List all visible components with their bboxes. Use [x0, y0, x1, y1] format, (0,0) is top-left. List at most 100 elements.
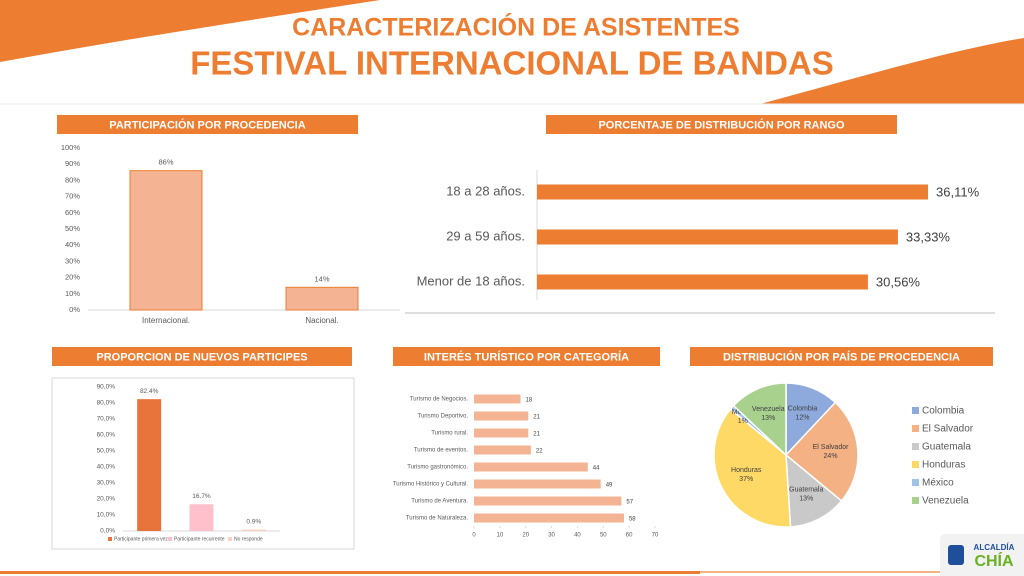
x-tick-label: 40	[574, 533, 581, 539]
bar	[474, 394, 521, 404]
y-tick-label: Menor de 18 años.	[417, 273, 525, 288]
bar	[537, 274, 868, 290]
logo-backdrop	[940, 534, 1024, 576]
pie-slice	[713, 408, 792, 528]
x-tick-label: 10	[497, 533, 504, 539]
slice-label: Venezuela	[752, 406, 785, 413]
data-label: 33,33%	[906, 229, 951, 244]
y-tick-label: 20,0%	[97, 496, 116, 503]
slice-label: El Salvador	[813, 444, 849, 451]
logo-shield	[948, 545, 964, 565]
legend-swatch	[912, 479, 919, 486]
x-tick-label: 30	[548, 533, 555, 539]
legend-label: No responde	[234, 536, 263, 542]
header-subtitle: FESTIVAL INTERNACIONAL DE BANDAS	[190, 45, 834, 82]
bar	[241, 529, 266, 531]
legend-swatch	[228, 537, 232, 541]
pie-slice	[784, 401, 859, 502]
bar	[474, 479, 601, 489]
bar	[474, 462, 588, 472]
y-tick-label: 70,0%	[97, 416, 116, 423]
legend-label: Participante primera vez	[114, 536, 168, 542]
y-tick-label: 90,0%	[97, 384, 116, 391]
x-tick-label: 20	[522, 533, 529, 539]
y-tick-label: 10%	[65, 289, 80, 298]
y-tick-label: 0,0%	[100, 528, 115, 535]
y-tick-label: Turismo gastronómico.	[407, 465, 468, 471]
data-label: 30,56%	[876, 274, 921, 289]
x-tick-label: Nacional.	[305, 316, 338, 325]
bar	[189, 504, 214, 531]
legend-label: Honduras	[922, 460, 965, 471]
y-tick-label: 18 a 28 años.	[446, 183, 525, 198]
footer-line	[0, 571, 700, 574]
bar	[537, 184, 928, 200]
y-tick-label: 10,0%	[97, 512, 116, 519]
data-label: 82.4%	[140, 388, 159, 395]
data-label: 44	[593, 466, 600, 472]
pie-slice	[732, 382, 787, 457]
section-title-bar	[393, 347, 660, 366]
footer-line	[700, 571, 940, 573]
data-label: 86%	[158, 158, 173, 167]
y-tick-label: Turismo Histórico y Cultural.	[393, 482, 468, 488]
panel-frame	[51, 377, 355, 550]
data-label: 18	[526, 398, 533, 404]
legend-label: Venezuela	[922, 496, 969, 507]
y-tick-label: 20%	[65, 273, 80, 282]
bar	[474, 513, 624, 523]
data-label: 57	[626, 500, 633, 506]
section-title: PROPORCION DE NUEVOS PARTICIPES	[96, 351, 307, 363]
y-tick-label: 29 a 59 años.	[446, 228, 525, 243]
data-label: 21	[533, 415, 540, 421]
slice-label: Colombia	[788, 405, 818, 412]
y-tick-label: 30%	[65, 256, 80, 265]
y-tick-label: 80%	[65, 175, 80, 184]
logo-top: ALCALDÍA	[974, 543, 1015, 552]
y-tick-label: 60,0%	[97, 432, 116, 439]
y-tick-label: Turismo de eventos.	[414, 448, 468, 454]
section-title-bar	[546, 115, 897, 134]
data-label: 49	[606, 483, 613, 489]
legend-swatch	[912, 425, 919, 432]
y-tick-label: 60%	[65, 208, 80, 217]
x-tick-label: Internacional.	[142, 316, 190, 325]
data-label: 0.9%	[246, 518, 261, 525]
bar	[474, 411, 529, 421]
y-tick-label: Turismo rural.	[431, 431, 468, 437]
slice-value: 13%	[799, 496, 813, 503]
slice-label: Honduras	[731, 467, 762, 474]
legend-swatch	[108, 537, 112, 541]
section-title: PARTICIPACIÓN POR PROCEDENCIA	[109, 118, 305, 131]
x-tick-label: 70	[652, 533, 659, 539]
legend-swatch	[912, 407, 919, 414]
section-title-bar	[690, 347, 993, 366]
data-label: 21	[533, 432, 540, 438]
section-title: DISTRIBUCIÓN POR PAÍS DE PROCEDENCIA	[723, 350, 960, 363]
y-tick-label: 80,0%	[97, 400, 116, 407]
legend-swatch	[912, 461, 919, 468]
y-tick-label: 50%	[65, 224, 80, 233]
data-label: 14%	[314, 274, 329, 283]
header-shape-left	[0, 0, 380, 62]
bar	[285, 286, 359, 311]
pie-slice	[785, 453, 843, 528]
legend-swatch	[912, 443, 919, 450]
x-tick-label: 60	[626, 533, 633, 539]
legend-label: Colombia	[922, 406, 965, 417]
header-shape-right	[760, 38, 1024, 104]
legend-label: El Salvador	[922, 424, 974, 435]
bar	[537, 229, 898, 245]
slice-label: Guatemala	[789, 487, 823, 494]
bar	[474, 445, 531, 455]
slice-value: 1%	[738, 418, 748, 425]
slice-value: 37%	[739, 476, 753, 483]
header-title: CARACTERIZACIÓN DE ASISTENTES	[292, 12, 740, 42]
y-tick-label: 50,0%	[97, 448, 116, 455]
data-label: 58	[629, 517, 636, 523]
legend-label: Participante recurrente	[174, 536, 225, 542]
bar	[129, 170, 203, 311]
y-tick-label: Turismo de Naturaleza.	[406, 516, 468, 522]
y-tick-label: Turismo de Aventura.	[411, 499, 468, 505]
